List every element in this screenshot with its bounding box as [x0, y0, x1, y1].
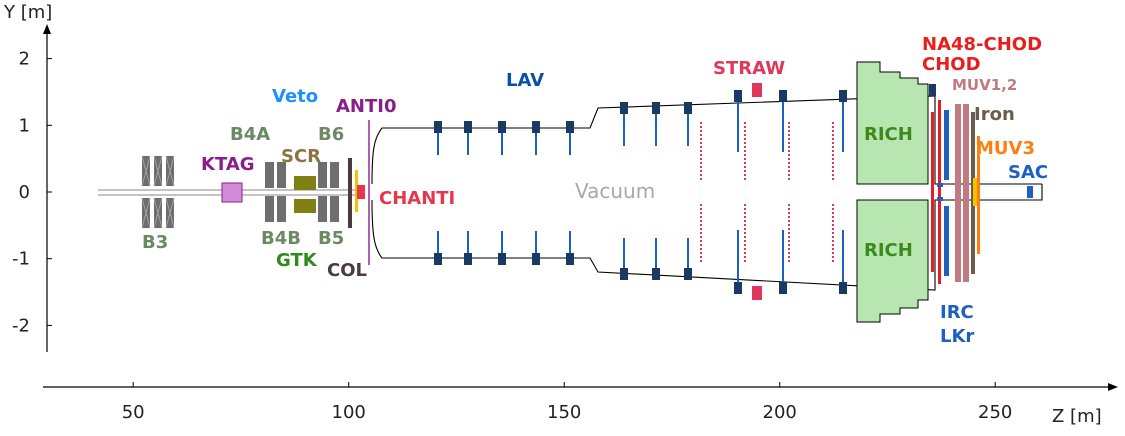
- lav-stems: [437, 102, 844, 282]
- muv3-small: [973, 178, 977, 206]
- rich-top-vessel: [856, 61, 929, 185]
- muv3-plane: [977, 136, 980, 254]
- gtk-boxes: [294, 176, 316, 213]
- label-ktag: KTAG: [201, 154, 255, 175]
- b4-magnets: [265, 162, 339, 222]
- label-na48chod: NA48-CHOD: [922, 34, 1042, 55]
- label-gtk: GTK: [276, 250, 318, 271]
- label-b3: B3: [142, 232, 168, 253]
- x-tick-label: 50: [122, 402, 145, 423]
- label-lav: LAV: [506, 70, 544, 91]
- label-irc: IRC: [940, 302, 974, 323]
- label-muv12: MUV1,2: [952, 76, 1017, 94]
- b3-magnets: [141, 155, 175, 229]
- ktag-box: [221, 182, 243, 203]
- label-rich-top: RICH: [864, 124, 913, 145]
- lav-stations: [434, 90, 847, 294]
- x-axis: 50 100 150 200 250 Z [m]: [43, 382, 1118, 427]
- label-straw: STRAW: [713, 58, 785, 79]
- label-sac: SAC: [1008, 162, 1048, 183]
- y-tick-label: 0: [19, 182, 30, 203]
- y-tick-label: -2: [12, 315, 30, 336]
- straw-magnet: [752, 83, 762, 300]
- label-muv3: MUV3: [976, 138, 1035, 159]
- y-tick-label: 1: [19, 115, 30, 136]
- label-b4a: B4A: [230, 124, 270, 145]
- label-anti0: ANTI0: [336, 96, 397, 117]
- label-lkr: LKr: [940, 326, 974, 347]
- x-tick-label: 200: [763, 402, 797, 423]
- y-tick-label: 2: [19, 49, 30, 70]
- x-tick-label: 100: [332, 402, 366, 423]
- muv12-blocks: [955, 104, 969, 282]
- label-scr: SCR: [281, 146, 321, 167]
- label-b6: B6: [318, 124, 344, 145]
- x-axis-title: Z [m]: [1052, 406, 1102, 427]
- col-bar: [348, 158, 352, 228]
- rich-bottom-vessel: [856, 199, 929, 323]
- label-b5: B5: [318, 228, 344, 249]
- label-col: COL: [327, 260, 367, 281]
- chod-planes: [929, 84, 941, 284]
- chanti-box: [357, 185, 365, 199]
- veto-bar: [355, 170, 358, 212]
- y-tick-label: -1: [12, 249, 30, 270]
- vacuum-tank-top: [371, 95, 1042, 185]
- lkr-calorimeter: [937, 110, 949, 276]
- label-chod: CHOD: [922, 54, 981, 75]
- x-tick-label: 250: [978, 402, 1012, 423]
- label-iron: Iron: [974, 104, 1015, 125]
- y-axis: 2 1 0 -1 -2 Y [m]: [3, 2, 52, 352]
- vacuum-tank-bottom: [371, 184, 1043, 291]
- label-chanti: CHANTI: [379, 188, 455, 209]
- y-axis-title: Y [m]: [3, 2, 52, 23]
- label-rich-bottom: RICH: [864, 240, 913, 261]
- sac-block: [1027, 186, 1033, 198]
- x-tick-label: 150: [547, 402, 581, 423]
- straw-chambers: [700, 122, 834, 264]
- label-vacuum: Vacuum: [575, 179, 655, 203]
- label-veto: Veto: [272, 86, 318, 107]
- label-b4b: B4B: [261, 228, 301, 249]
